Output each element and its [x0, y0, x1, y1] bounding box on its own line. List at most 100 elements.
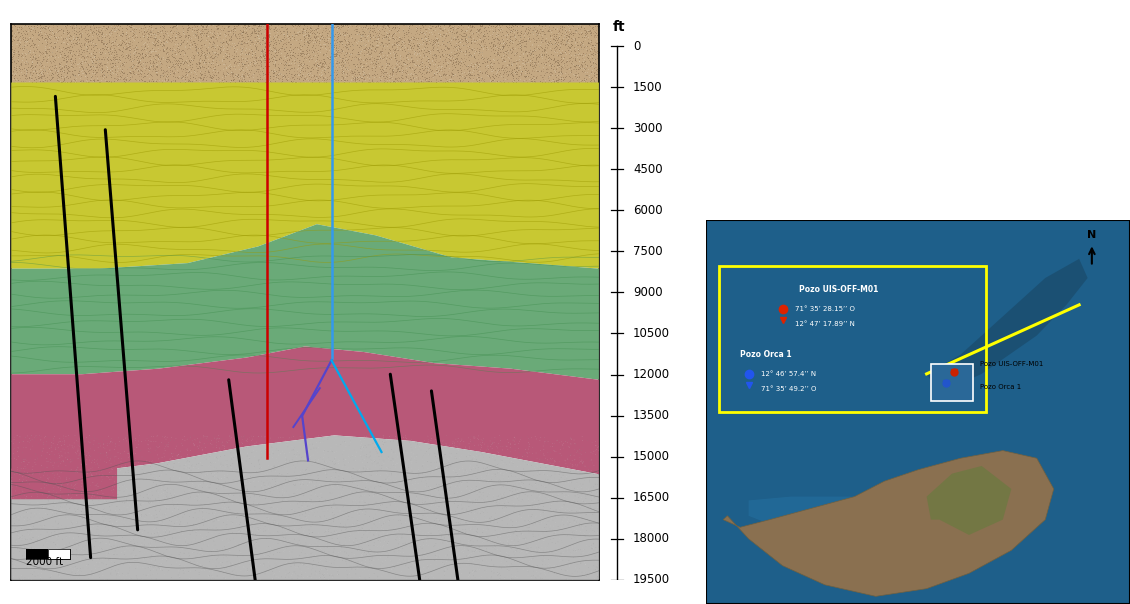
- Point: [346, 478, 364, 487]
- Point: [554, 548, 572, 557]
- Point: [486, 525, 504, 535]
- Point: [93, 48, 111, 57]
- Point: [497, 492, 515, 501]
- Point: [450, 509, 468, 519]
- Point: [224, 76, 242, 85]
- Point: [276, 38, 294, 48]
- Point: [427, 35, 445, 45]
- Point: [468, 19, 486, 29]
- Point: [362, 45, 380, 55]
- Point: [493, 520, 511, 530]
- Point: [532, 569, 550, 579]
- Point: [516, 541, 534, 551]
- Point: [238, 486, 257, 496]
- Point: [110, 63, 128, 73]
- Point: [519, 24, 537, 34]
- Point: [171, 480, 189, 490]
- Point: [473, 30, 492, 39]
- Point: [427, 55, 445, 65]
- Point: [159, 62, 177, 72]
- Point: [450, 31, 468, 40]
- Point: [314, 37, 332, 47]
- Point: [322, 481, 340, 491]
- Point: [120, 566, 138, 576]
- Point: [462, 51, 480, 61]
- Point: [231, 540, 249, 550]
- Point: [572, 468, 590, 478]
- Point: [243, 553, 261, 562]
- Point: [581, 52, 599, 62]
- Point: [227, 495, 245, 505]
- Point: [365, 551, 383, 561]
- Point: [183, 22, 201, 32]
- Point: [8, 571, 26, 581]
- Point: [370, 49, 388, 59]
- Point: [75, 39, 93, 49]
- Point: [337, 461, 355, 471]
- Point: [299, 501, 318, 511]
- Point: [550, 556, 568, 566]
- Point: [375, 52, 393, 62]
- Point: [297, 530, 315, 539]
- Point: [451, 60, 469, 70]
- Point: [349, 72, 367, 82]
- Point: [464, 45, 483, 55]
- Point: [277, 457, 295, 466]
- Point: [492, 38, 510, 48]
- Point: [84, 68, 102, 77]
- Point: [59, 27, 77, 37]
- Point: [85, 75, 103, 85]
- Point: [215, 566, 233, 576]
- Point: [237, 31, 255, 41]
- Point: [76, 437, 94, 447]
- Point: [502, 36, 520, 46]
- Point: [523, 449, 541, 458]
- Point: [558, 545, 576, 554]
- Point: [99, 525, 118, 535]
- Point: [10, 528, 28, 538]
- Point: [345, 535, 363, 545]
- Point: [385, 547, 403, 557]
- Point: [282, 76, 301, 86]
- Point: [238, 451, 257, 460]
- Point: [88, 567, 106, 577]
- Point: [261, 433, 279, 443]
- Point: [464, 564, 483, 574]
- Point: [50, 513, 68, 522]
- Point: [166, 72, 184, 82]
- Point: [565, 49, 583, 59]
- Point: [87, 503, 105, 513]
- Point: [191, 73, 209, 83]
- Point: [119, 33, 137, 42]
- Point: [324, 69, 342, 79]
- Point: [267, 446, 285, 455]
- Point: [53, 495, 71, 505]
- Point: [41, 50, 59, 60]
- Point: [142, 77, 160, 86]
- Point: [305, 487, 323, 497]
- Point: [412, 520, 431, 530]
- Point: [66, 76, 84, 85]
- Point: [205, 441, 223, 451]
- Point: [80, 542, 98, 551]
- Point: [224, 41, 242, 51]
- Point: [371, 65, 389, 74]
- Point: [85, 51, 103, 61]
- Point: [203, 574, 221, 583]
- Point: [55, 492, 73, 501]
- Point: [128, 506, 146, 515]
- Point: [481, 516, 499, 525]
- Point: [105, 525, 123, 535]
- Point: [375, 456, 393, 466]
- Point: [293, 570, 311, 579]
- Point: [114, 571, 132, 580]
- Point: [559, 454, 577, 464]
- Point: [355, 451, 373, 460]
- Point: [162, 56, 180, 66]
- Point: [182, 566, 200, 576]
- Point: [553, 37, 571, 47]
- Point: [523, 40, 541, 50]
- Point: [199, 480, 217, 490]
- Point: [124, 56, 142, 65]
- Point: [59, 54, 77, 64]
